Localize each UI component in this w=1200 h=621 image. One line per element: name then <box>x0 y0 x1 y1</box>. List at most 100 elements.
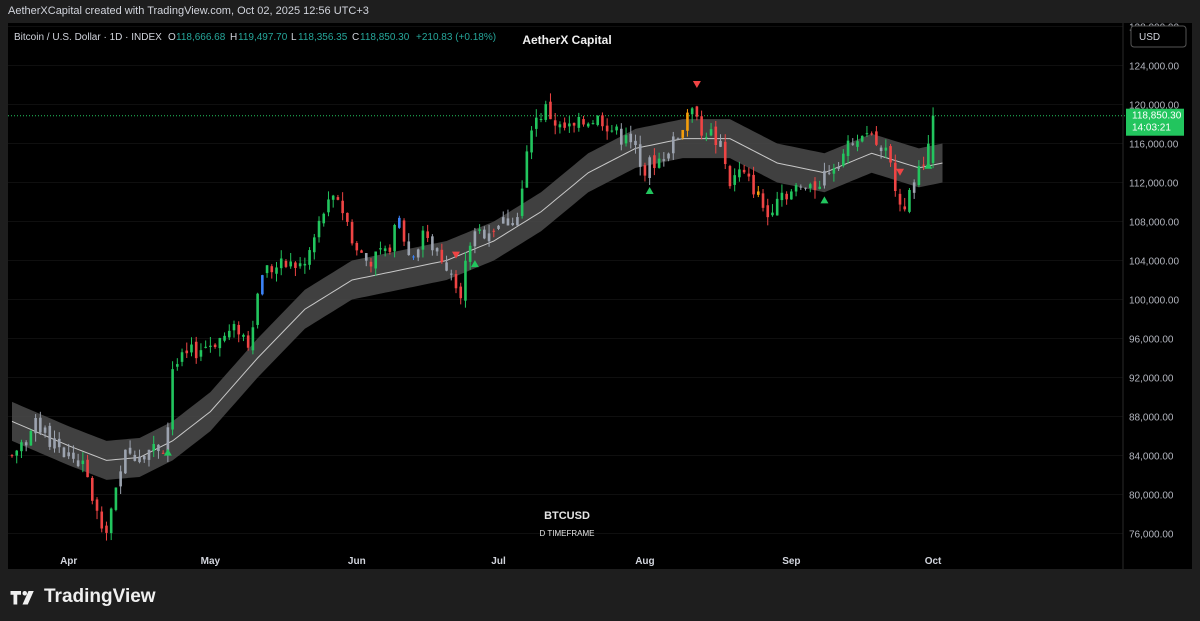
buy-signal-marker <box>470 260 479 268</box>
candle-body <box>147 449 151 460</box>
candle-body <box>161 452 165 454</box>
candle-body <box>582 119 585 125</box>
time-tick-label: Aug <box>635 556 654 567</box>
candle-body <box>605 125 609 132</box>
chart-title: AetherX Capital <box>522 33 611 47</box>
legend-close: 118,850.30 <box>360 32 410 43</box>
candle-body <box>105 525 108 533</box>
candle-body <box>643 165 647 176</box>
candle-body <box>671 136 675 154</box>
watermark-timeframe: D TIMEFRAME <box>540 529 595 538</box>
candle-body <box>350 222 354 244</box>
candle-body <box>473 231 477 247</box>
candles <box>10 93 935 541</box>
candle-body <box>166 427 170 455</box>
candle-body <box>114 487 118 510</box>
candle-body <box>57 438 61 448</box>
candle-body <box>700 116 703 136</box>
candle-body <box>86 459 89 478</box>
candle-body <box>194 341 198 359</box>
candle-body <box>497 225 500 229</box>
time-tick-label: May <box>201 556 221 567</box>
candle-body <box>908 189 911 212</box>
trend-band-fill <box>12 119 943 480</box>
watermark-symbol: BTCUSD <box>544 510 590 522</box>
candle-body <box>142 455 146 460</box>
candle-body <box>190 344 193 353</box>
candle-body <box>204 346 207 348</box>
candle-body <box>275 267 278 274</box>
candle-body <box>893 162 897 192</box>
candle-body <box>785 193 788 200</box>
candle-body <box>336 197 340 200</box>
candle-body <box>572 122 576 126</box>
candle-body <box>851 143 855 145</box>
candle-body <box>393 224 396 252</box>
candle-body <box>39 417 42 433</box>
legend-high: 119,497.70 <box>238 32 288 43</box>
candle-body <box>804 187 807 189</box>
candle-body <box>676 138 680 140</box>
candle-body <box>752 174 755 195</box>
candle-body <box>898 193 902 205</box>
candle-body <box>449 273 453 275</box>
candle-body <box>884 147 888 151</box>
candle-body <box>544 104 548 120</box>
candle-body <box>511 223 514 226</box>
candle-body <box>270 266 274 273</box>
candle-body <box>152 443 156 451</box>
candle-body <box>709 129 713 136</box>
candle-body <box>889 146 892 163</box>
tradingview-footer[interactable]: TradingView <box>10 583 156 611</box>
candle-body <box>771 212 774 216</box>
price-tick-label: 96,000.00 <box>1129 335 1174 346</box>
candle-body <box>591 123 595 125</box>
legend-low: 118,356.35 <box>298 32 348 43</box>
candle-body <box>832 168 836 174</box>
candle-body <box>761 193 765 208</box>
candle-body <box>846 140 850 157</box>
chart-pane[interactable]: 76,000.00 80,000.00 84,000.00 88,000.00 92,0… <box>8 23 1192 569</box>
candle-body <box>870 133 873 135</box>
candle-body <box>634 140 637 146</box>
candle-body <box>549 101 552 120</box>
candle-body <box>261 275 264 295</box>
candle-body <box>327 199 330 213</box>
legend-high-label: H <box>230 32 237 43</box>
candle-body <box>242 334 245 337</box>
candle-body <box>653 155 656 169</box>
candle-body <box>558 124 562 128</box>
candle-body <box>298 263 302 267</box>
candle-body <box>662 159 666 161</box>
candle-body <box>667 153 670 159</box>
candle-body <box>728 166 732 187</box>
tradingview-brand: TradingView <box>44 586 156 607</box>
candle-body <box>81 460 85 465</box>
candle-body <box>596 115 600 125</box>
price-tick-label: 100,000.00 <box>1129 296 1179 307</box>
candle-body <box>218 338 222 349</box>
currency-button[interactable]: USD <box>1130 25 1187 48</box>
candle-body <box>601 115 604 127</box>
candle-body <box>615 126 618 131</box>
candle-body <box>223 335 226 341</box>
candle-body <box>90 477 94 501</box>
currency-button-label[interactable]: USD <box>1139 32 1160 43</box>
candle-body <box>794 185 798 192</box>
candle-body <box>48 425 52 447</box>
candle-body <box>435 248 439 252</box>
candle-body <box>818 186 822 189</box>
last-price-badge: 118,850.30 14:03:21 <box>1126 108 1184 136</box>
candle-body <box>312 237 316 253</box>
candle-body <box>875 131 878 145</box>
candle-body <box>76 460 80 467</box>
candle-body <box>346 212 349 222</box>
candle-body <box>714 126 718 146</box>
price-tick-label: 112,000.00 <box>1129 179 1179 190</box>
candle-body <box>681 129 685 138</box>
candle-body <box>775 198 779 216</box>
candle-body <box>72 452 75 459</box>
candle-body <box>860 135 864 142</box>
candlestick-chart[interactable]: 76,000.00 80,000.00 84,000.00 88,000.00 92,0… <box>8 23 1192 569</box>
candle-body <box>917 165 921 185</box>
